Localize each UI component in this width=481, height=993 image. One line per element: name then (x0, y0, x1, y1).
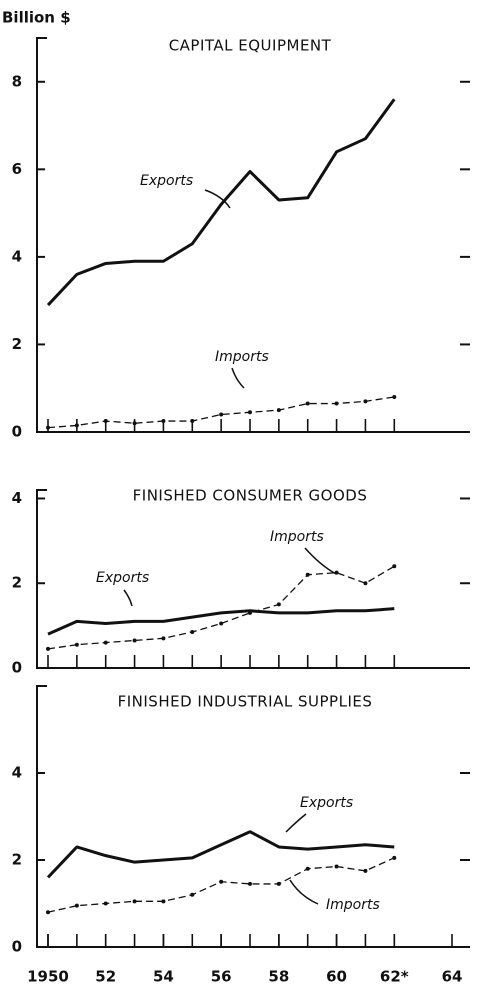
y-tick-label: 2 (12, 335, 22, 353)
series-label: Imports (326, 897, 380, 913)
series-point (305, 866, 310, 871)
leader-line (231, 367, 245, 389)
series-point (46, 910, 50, 915)
series-line (46, 98, 396, 307)
y-tick-label: 4 (12, 247, 22, 265)
y-tick-label: 8 (12, 72, 22, 90)
y-tick-label: 2 (12, 851, 22, 869)
series-point (190, 892, 195, 897)
y-axis-label: Billion $ (2, 9, 71, 27)
x-tick-label: 62* (380, 968, 409, 986)
series-point (248, 881, 252, 886)
series-point (305, 572, 310, 577)
leader-line (285, 813, 307, 833)
series-point (248, 610, 252, 615)
x-tick-label: 64 (442, 968, 463, 986)
series-point (363, 581, 368, 586)
series-line (47, 607, 395, 636)
series-point (161, 419, 166, 424)
series-point (334, 864, 339, 869)
series-point (103, 640, 108, 645)
series-label: Exports (300, 795, 353, 811)
x-tick-label: 56 (211, 968, 232, 986)
series-label: Imports (270, 529, 324, 545)
y-tick-label: 4 (12, 764, 22, 782)
axis (36, 685, 465, 948)
series-point (392, 855, 397, 860)
series-label: Exports (96, 570, 149, 586)
series-point (363, 399, 368, 404)
chart-title: FINISHED INDUSTRIAL SUPPLIES (118, 693, 373, 711)
leader-line (289, 879, 319, 905)
leader-line (304, 547, 337, 575)
chart-title: FINISHED CONSUMER GOODS (133, 487, 368, 505)
y-tick-label: 0 (12, 659, 22, 677)
series-line (46, 830, 395, 879)
series-point (132, 899, 137, 904)
series-point (74, 642, 79, 647)
series-point (103, 419, 108, 424)
series-point (276, 408, 281, 413)
series-point (219, 879, 224, 884)
series-point (219, 621, 224, 626)
x-tick-label: 1950 (27, 968, 69, 986)
leader-line (204, 189, 231, 209)
series-point (334, 401, 339, 406)
series-point (190, 629, 195, 634)
series-point (392, 394, 397, 399)
series-point (219, 412, 224, 417)
series-label: Imports (215, 349, 269, 365)
y-tick-label: 0 (12, 938, 22, 956)
x-tick-label: 58 (268, 968, 289, 986)
leader-line (123, 589, 133, 607)
series-point (190, 419, 195, 424)
series-point (161, 899, 166, 904)
series-point (46, 646, 50, 651)
series-point (74, 423, 79, 428)
axis (36, 37, 465, 433)
chart-title: CAPITAL EQUIPMENT (169, 37, 332, 55)
series-point (276, 602, 281, 607)
y-tick-label: 0 (12, 423, 22, 441)
y-tick-label: 6 (12, 160, 22, 178)
y-tick-label: 2 (12, 574, 22, 592)
series-point (392, 564, 397, 569)
series-point (74, 903, 79, 908)
series-point (248, 410, 252, 415)
series-point (46, 425, 50, 430)
y-tick-label: 4 (12, 489, 22, 507)
x-tick-label: 52 (95, 968, 116, 986)
series-point (132, 421, 137, 426)
x-tick-label: 60 (326, 968, 347, 986)
axis (36, 489, 465, 669)
series-label: Exports (140, 173, 193, 189)
series-point (305, 401, 310, 406)
series-point (363, 868, 368, 873)
series-point (161, 636, 166, 641)
series-point (103, 901, 108, 906)
series-point (276, 881, 281, 886)
x-tick-label: 54 (153, 968, 174, 986)
series-point (132, 638, 137, 643)
